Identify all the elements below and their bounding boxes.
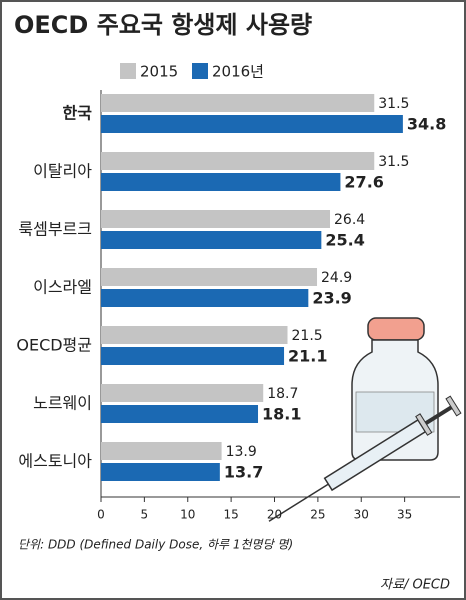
legend-label: 2015 (140, 63, 178, 81)
x-tick-label: 10 (180, 508, 195, 522)
y-tick-label: 이탈리아 (33, 162, 92, 181)
bar (101, 210, 331, 228)
legend-swatch (120, 63, 136, 79)
bar (101, 152, 375, 170)
bar (101, 94, 375, 112)
value-label: 23.9 (312, 289, 351, 308)
illustration (268, 317, 462, 522)
x-tick-label: 20 (267, 508, 282, 522)
legend-label: 2016년 (212, 63, 264, 81)
value-label: 31.5 (378, 96, 409, 112)
bar (101, 463, 220, 481)
value-label: 13.9 (226, 444, 257, 460)
x-tick-label: 5 (141, 508, 149, 522)
source: 자료/ OECD (380, 578, 450, 593)
value-label: 21.5 (292, 328, 323, 344)
x-tick-label: 30 (354, 508, 369, 522)
x-tick-label: 0 (97, 508, 105, 522)
value-label: 27.6 (344, 173, 383, 192)
value-label: 21.1 (288, 347, 327, 366)
value-label: 34.8 (407, 115, 446, 134)
bar (101, 442, 222, 460)
note: 단위: DDD (Defined Daily Dose, 하루 1천명당 명) (18, 538, 293, 552)
bar (101, 347, 285, 365)
value-label: 18.7 (267, 386, 298, 402)
bar (101, 268, 318, 286)
y-tick-label: 이스라엘 (33, 278, 92, 297)
bar (101, 326, 288, 344)
y-tick-label: 에스토니아 (18, 452, 92, 471)
y-tick-label: 룩셈부르크 (18, 220, 92, 239)
value-label: 26.4 (334, 212, 365, 228)
value-label: 13.7 (224, 463, 263, 482)
y-tick-label: 한국 (63, 104, 93, 123)
y-tick-label: 노르웨이 (33, 394, 92, 413)
y-tick-label: OECD평균 (16, 336, 92, 355)
legend-swatch (192, 63, 208, 79)
value-label: 18.1 (262, 405, 301, 424)
bar (101, 231, 322, 249)
x-tick-label: 35 (397, 508, 412, 522)
value-label: 25.4 (325, 231, 364, 250)
x-tick-label: 25 (310, 508, 325, 522)
chart-title: OECD 주요국 항생제 사용량 (14, 11, 312, 39)
bar (101, 173, 341, 191)
x-tick-label: 15 (223, 508, 238, 522)
bar (101, 405, 259, 423)
bar (101, 384, 264, 402)
bar (101, 115, 403, 133)
value-label: 24.9 (321, 270, 352, 286)
value-label: 31.5 (378, 154, 409, 170)
bar (101, 289, 309, 307)
